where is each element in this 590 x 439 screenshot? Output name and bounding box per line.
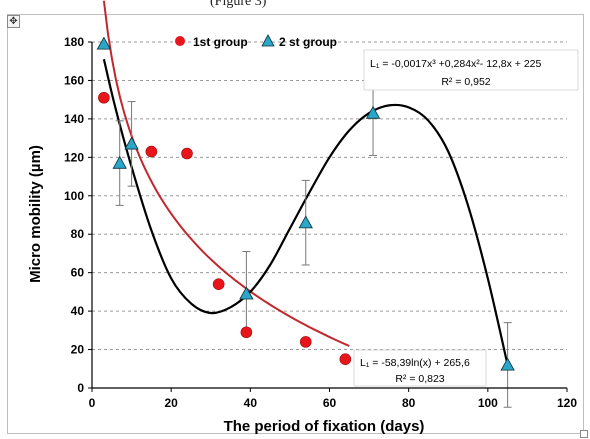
equation-box-1st-group-bg bbox=[353, 349, 487, 387]
y-tick-label: 60 bbox=[71, 266, 85, 280]
point-1st-group bbox=[339, 353, 352, 365]
legend: 1st group 2 st group bbox=[175, 34, 337, 49]
y-tick-label: 160 bbox=[64, 73, 84, 87]
equation-1st-group: L₁ = -58,39ln(x) + 265,6 bbox=[360, 357, 470, 369]
y-tick-label: 20 bbox=[71, 343, 85, 357]
point-1st-group bbox=[181, 147, 193, 160]
chart-frame bbox=[7, 14, 584, 434]
y-tick-label: 180 bbox=[64, 35, 84, 49]
data-points bbox=[96, 36, 515, 371]
point-1st-group bbox=[212, 278, 225, 291]
point-2st-group bbox=[500, 357, 515, 371]
point-1st-group bbox=[145, 145, 158, 158]
move-handle-icon[interactable]: ✥ bbox=[7, 15, 20, 28]
point-2st-group bbox=[298, 215, 313, 229]
legend-label-1st-group: 1st group bbox=[193, 35, 248, 49]
x-axis-title: The period of fixation (days) bbox=[224, 418, 425, 435]
point-1st-group bbox=[299, 336, 312, 348]
equation-box-2st-group-bg bbox=[363, 49, 579, 91]
point-2st-group bbox=[365, 105, 381, 119]
grid-lines bbox=[92, 41, 567, 351]
equation-2st-group: L₁ = -0,0017x³ +0,284x²- 12,8x + 225 bbox=[370, 58, 542, 70]
legend-marker-1st-group bbox=[175, 36, 185, 46]
r-squared-1st-group: R² = 0,823 bbox=[395, 373, 444, 385]
point-2st-group bbox=[112, 155, 127, 169]
point-2st-group bbox=[124, 136, 139, 150]
y-tick-label: 140 bbox=[64, 112, 84, 126]
trendline-2st-group bbox=[102, 59, 509, 366]
point-2st-group bbox=[239, 286, 254, 300]
y-tick-label: 100 bbox=[64, 189, 84, 203]
y-tick-label: 0 bbox=[77, 381, 84, 395]
point-1st-group bbox=[98, 91, 110, 104]
trendlines bbox=[102, 0, 509, 366]
equation-box-1st-group: L₁ = -58,39ln(x) + 265,6 R² = 0,823 bbox=[353, 349, 487, 387]
point-2st-group bbox=[96, 36, 112, 50]
x-tick-label: 20 bbox=[164, 396, 178, 410]
x-tick-label: 60 bbox=[323, 396, 337, 410]
axes: 0 20 40 60 80 100 120 140 160 180 0 20 40 60 80 100 120 bbox=[64, 35, 577, 410]
trendline-1st-group bbox=[102, 0, 350, 347]
x-tick-label: 40 bbox=[244, 396, 258, 410]
caption-fragment: (Figure 3) bbox=[210, 0, 267, 9]
y-tick-label: 120 bbox=[64, 150, 84, 164]
x-tick-label: 100 bbox=[478, 396, 498, 410]
y-tick-label: 80 bbox=[71, 227, 85, 241]
x-tick-label: 120 bbox=[557, 396, 577, 410]
equation-box-2st-group: L₁ = -0,0017x³ +0,284x²- 12,8x + 225 R² … bbox=[363, 49, 579, 91]
x-tick-label: 80 bbox=[402, 396, 416, 410]
x-tick-label: 0 bbox=[89, 396, 96, 410]
legend-marker-2st-group bbox=[261, 34, 275, 47]
y-axis-title: Micro mobility (µm) bbox=[27, 145, 44, 283]
legend-label-2st-group: 2 st group bbox=[279, 35, 337, 49]
r-squared-2st-group: R² = 0,952 bbox=[441, 76, 490, 88]
point-1st-group bbox=[240, 326, 253, 339]
resize-handle-icon[interactable] bbox=[580, 430, 588, 438]
y-tick-label: 40 bbox=[71, 304, 85, 318]
